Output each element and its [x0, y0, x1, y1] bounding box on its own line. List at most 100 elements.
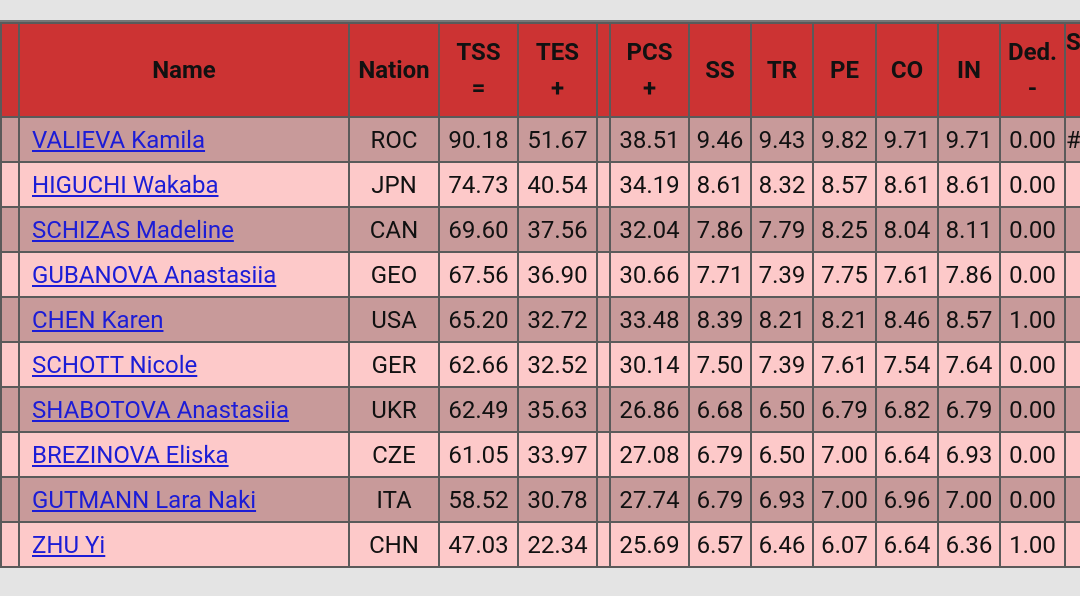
header-label: Nation — [358, 56, 430, 84]
value-cell: 0.00 — [999, 116, 1066, 163]
cell-text: 32.72 — [527, 305, 588, 334]
header-cell — [0, 22, 20, 118]
value-cell: 26.86 — [609, 386, 690, 433]
value-cell: 9.46 — [688, 116, 752, 163]
value-cell: 8.11 — [937, 206, 1001, 253]
skater-link[interactable]: BREZINOVA Eliska — [32, 440, 229, 469]
skater-link[interactable]: HIGUCHI Wakaba — [32, 170, 219, 199]
data-row: GUTMANN Lara Naki ITA 58.52 30.78 27.74 6.79 6… — [0, 476, 1080, 523]
value-cell: 1.00 — [999, 521, 1066, 568]
data-row: SCHOTT Nicole GER 62.66 32.52 30.14 7.50 7.39 7… — [0, 341, 1080, 388]
value-cell: 9.43 — [750, 116, 814, 163]
value-cell: 62.49 — [438, 386, 519, 433]
cell-text: 62.49 — [448, 395, 509, 424]
skater-link[interactable]: VALIEVA Kamila — [32, 125, 206, 154]
gap-cell — [596, 386, 611, 433]
row-marker — [0, 476, 20, 523]
cell-text: 7.79 — [758, 215, 806, 244]
cell-text: 8.39 — [696, 305, 744, 334]
skater-link[interactable]: SHABOTOVA Anastasiia — [32, 395, 290, 424]
value-cell: 8.39 — [688, 296, 752, 343]
skater-link[interactable]: SCHIZAS Madeline — [32, 215, 234, 244]
cell-text: 6.93 — [758, 485, 806, 514]
skater-link[interactable]: SCHOTT Nicole — [32, 350, 198, 379]
data-row: BREZINOVA Eliska CZE 61.05 33.97 27.08 6.79 6.… — [0, 431, 1080, 478]
cell-text: 0.00 — [1009, 215, 1056, 244]
value-cell: 6.79 — [937, 386, 1001, 433]
cell-text: 7.86 — [945, 260, 993, 289]
gap-cell — [596, 431, 611, 478]
cell-text: 0.00 — [1009, 350, 1056, 379]
cell-text: 6.46 — [758, 530, 806, 559]
value-cell: 7.00 — [937, 476, 1001, 523]
value-cell: JPN — [348, 161, 440, 208]
value-cell: 0.00 — [999, 386, 1066, 433]
value-cell: 0.00 — [999, 476, 1066, 523]
name-cell: GUTMANN Lara Naki — [18, 476, 350, 523]
cell-text: 27.08 — [619, 440, 680, 469]
cell-text: 7.64 — [945, 350, 993, 379]
header-sub: + — [642, 74, 657, 102]
value-cell: 58.52 — [438, 476, 519, 523]
value-cell: 8.46 — [875, 296, 939, 343]
header-cell: IN — [937, 22, 1001, 118]
cell-text: 7.61 — [883, 260, 931, 289]
data-row: HIGUCHI Wakaba JPN 74.73 40.54 34.19 8.61 8.32… — [0, 161, 1080, 208]
cell-text: 8.32 — [758, 170, 806, 199]
cell-text: 1.00 — [1009, 305, 1056, 334]
skater-link[interactable]: GUBANOVA Anastasiia — [32, 260, 277, 289]
value-cell: 6.64 — [875, 431, 939, 478]
value-cell: 30.78 — [517, 476, 598, 523]
cell-text: 8.57 — [821, 170, 868, 199]
cell-text: GER — [371, 350, 417, 379]
cell-text: 7.50 — [696, 350, 744, 379]
header-label: S — [1066, 28, 1080, 56]
cell-text: 6.82 — [883, 395, 931, 424]
value-cell: 32.52 — [517, 341, 598, 388]
data-row: CHEN Karen USA 65.20 32.72 33.48 8.39 8.21 8.21… — [0, 296, 1080, 343]
value-cell: 6.82 — [875, 386, 939, 433]
value-cell: 8.21 — [750, 296, 814, 343]
extra-cell — [1064, 341, 1080, 388]
value-cell: 27.08 — [609, 431, 690, 478]
value-cell: 9.71 — [875, 116, 939, 163]
skater-link[interactable]: GUTMANN Lara Naki — [32, 485, 257, 514]
value-cell: 22.34 — [517, 521, 598, 568]
cell-text: 58.52 — [448, 485, 509, 514]
value-cell: 8.61 — [688, 161, 752, 208]
cell-text: 9.43 — [758, 125, 806, 154]
value-cell: 7.61 — [875, 251, 939, 298]
cell-text: 30.14 — [619, 350, 680, 379]
data-row: SHABOTOVA Anastasiia UKR 62.49 35.63 26.86 6.… — [0, 386, 1080, 433]
value-cell: USA — [348, 296, 440, 343]
cell-text: 61.05 — [448, 440, 509, 469]
header-label: TR — [766, 56, 798, 84]
value-cell: 6.07 — [812, 521, 877, 568]
cell-text: 7.00 — [821, 485, 868, 514]
cell-text: 0.00 — [1009, 125, 1056, 154]
cell-text: 47.03 — [448, 530, 509, 559]
cell-text: 7.39 — [758, 260, 806, 289]
value-cell: 8.25 — [812, 206, 877, 253]
row-marker — [0, 431, 20, 478]
value-cell: 30.66 — [609, 251, 690, 298]
row-marker — [0, 386, 20, 433]
name-cell: HIGUCHI Wakaba — [18, 161, 350, 208]
cell-text: 8.25 — [821, 215, 868, 244]
cell-text: 6.50 — [758, 440, 806, 469]
extra-cell — [1064, 296, 1080, 343]
value-cell: 8.04 — [875, 206, 939, 253]
value-cell: 7.86 — [937, 251, 1001, 298]
cell-text: 6.79 — [821, 395, 868, 424]
header-label: CO — [890, 56, 924, 84]
value-cell: 6.96 — [875, 476, 939, 523]
row-marker — [0, 341, 20, 388]
skater-link[interactable]: CHEN Karen — [32, 305, 164, 334]
value-cell: CAN — [348, 206, 440, 253]
data-row: ZHU Yi CHN 47.03 22.34 25.69 6.57 6.46 6.07 6.64… — [0, 521, 1080, 568]
skater-link[interactable]: ZHU Yi — [32, 530, 106, 559]
cell-text: 40.54 — [527, 170, 588, 199]
cell-text: # — [1066, 125, 1080, 154]
value-cell: 1.00 — [999, 296, 1066, 343]
